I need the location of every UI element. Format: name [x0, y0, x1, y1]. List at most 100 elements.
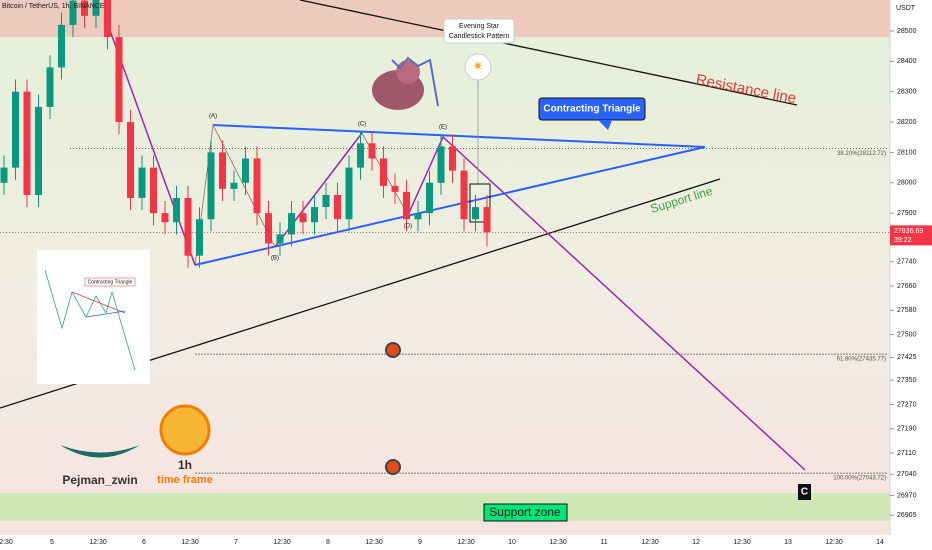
triangle-label: Contracting Triangle [543, 104, 641, 115]
y-tick-label: 27040 [897, 471, 917, 478]
x-tick-label: 6 [142, 539, 146, 546]
candle-body [276, 234, 284, 244]
candle-body [173, 197, 180, 223]
candle-body [92, 0, 100, 16]
last-price: 27836.69 [894, 228, 923, 235]
wave-line [407, 135, 806, 471]
bear-arrow [391, 56, 439, 107]
support-zone-label: Support zone [489, 505, 561, 519]
candle-body [322, 194, 330, 208]
x-tick-label: 2:30 [0, 539, 13, 546]
inset-line [85, 310, 126, 318]
candle-body [115, 37, 123, 123]
candle-body [230, 182, 238, 189]
time-axis [0, 535, 890, 550]
candle-body [265, 213, 272, 244]
pattern-box [469, 183, 491, 223]
y-tick-label: 27190 [897, 426, 917, 433]
y-tick-label: 28300 [897, 89, 917, 96]
fib-label: 38.20%(28112.72) [837, 151, 886, 157]
price-axis [890, 0, 932, 550]
x-tick-label: 12 [692, 539, 700, 546]
countdown: 39:22 [894, 237, 912, 244]
callout-text: Evening Star [459, 23, 500, 30]
candle-body [403, 191, 410, 220]
candle-body [184, 197, 192, 256]
x-tick-label: 12:30 [733, 539, 751, 546]
last-price-box [890, 225, 932, 246]
clock-icon [159, 404, 211, 456]
triangle-label-box [538, 97, 646, 121]
axis-unit: USDT [896, 5, 916, 12]
y-tick-label: 27900 [897, 210, 917, 217]
candle-body [288, 213, 295, 235]
inset-line [71, 291, 126, 314]
resistance-line [299, 0, 798, 106]
candle-body [483, 207, 491, 233]
symbol-title: Bitcoin / TetherUS, 1h, BINANCE [2, 3, 105, 10]
candle-body [46, 67, 54, 107]
x-tick-label: 12:30 [89, 539, 107, 546]
target-box [798, 484, 811, 500]
x-tick-label: 12:30 [273, 539, 291, 546]
candle-body [437, 146, 445, 183]
wave-label: (E) [439, 125, 447, 131]
x-tick-label: 12:30 [549, 539, 567, 546]
x-tick-label: 11 [600, 539, 607, 546]
x-tick-label: 12:30 [181, 539, 199, 546]
candles [0, 0, 491, 268]
candle-body [127, 122, 134, 198]
candle-body [196, 219, 203, 256]
candle-body [0, 167, 8, 183]
candle-body [219, 152, 226, 189]
candle-body [253, 158, 261, 214]
target-icon [385, 459, 401, 475]
y-tick-label: 27580 [897, 307, 917, 314]
x-tick-label: 13 [784, 539, 792, 546]
author: Pejman_zwin [62, 473, 137, 487]
y-tick-label: 28400 [897, 58, 917, 65]
candle-body [58, 24, 65, 68]
y-tick-label: 27500 [897, 331, 917, 338]
x-tick-label: 12:30 [457, 539, 475, 546]
candle-body [472, 207, 479, 220]
candle-body [81, 0, 88, 16]
y-tick-label: 27425 [897, 354, 917, 361]
x-tick-label: 9 [418, 539, 422, 546]
target-icon [385, 342, 401, 358]
y-tick-label: 28200 [897, 119, 917, 126]
x-tick-label: 5 [50, 539, 54, 546]
bear-icon [372, 56, 439, 110]
fib-label: 61.80%(27435.77) [837, 357, 886, 363]
candle-body [357, 143, 364, 168]
candle-body [138, 167, 146, 198]
y-tick-label: 28000 [897, 180, 917, 187]
candle-body [35, 106, 42, 195]
x-tick-label: 12:30 [365, 539, 383, 546]
support-zone [0, 493, 890, 521]
candle-body [460, 170, 468, 220]
candle-body [23, 91, 31, 195]
candle-body [426, 182, 433, 214]
y-tick-label: 27660 [897, 283, 917, 290]
timeframe: time frame [157, 474, 213, 486]
candle-body [242, 158, 249, 183]
support-zone-box [483, 503, 568, 522]
candle-body [345, 167, 353, 220]
wave-label: (A) [209, 114, 217, 120]
star-icon [464, 53, 492, 81]
wave-label: (C) [358, 122, 366, 128]
candle-body [299, 213, 307, 223]
candle-body [414, 213, 422, 220]
fib-label: 100.00%(27043.72) [833, 476, 886, 482]
y-tick-label: 27270 [897, 401, 917, 408]
x-tick-label: 10 [508, 539, 516, 546]
candle-body [69, 0, 77, 25]
inset-title-box [84, 277, 136, 287]
inset-title: Contracting Triangle [88, 279, 133, 285]
x-tick-label: 12:30 [641, 539, 659, 546]
target-label: C [801, 487, 808, 498]
callout-box [443, 18, 515, 44]
y-tick-label: 28500 [897, 28, 917, 35]
